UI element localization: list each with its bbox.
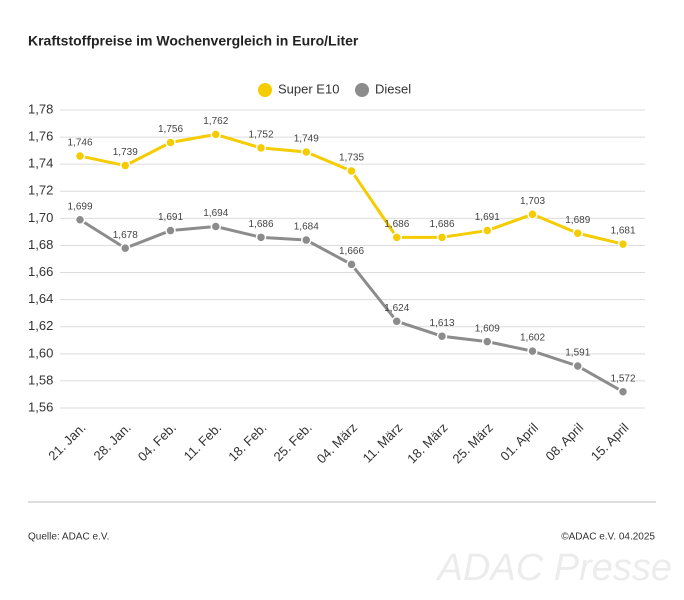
x-tick-label: 01. April — [497, 420, 541, 464]
point — [301, 234, 312, 246]
legend-label: Super E10 — [278, 81, 339, 96]
value-label: 1,703 — [520, 196, 545, 207]
value-label: 1,691 — [158, 212, 183, 223]
value-label: 1,762 — [203, 116, 228, 127]
series-line — [79, 132, 624, 246]
y-tick-label: 1,78 — [28, 101, 53, 116]
x-tick-label: 18. Feb. — [225, 420, 269, 464]
value-label: 1,684 — [294, 222, 319, 233]
x-tick-label: 11. Feb. — [181, 420, 225, 464]
value-label: 1,756 — [158, 124, 183, 135]
value-label: 1,624 — [384, 303, 409, 314]
y-tick-label: 1,56 — [28, 399, 53, 414]
value-label: 1,602 — [520, 333, 545, 344]
watermark: ADAC Presse — [436, 547, 672, 589]
value-label: 1,689 — [565, 215, 590, 226]
legend-marker — [258, 83, 272, 97]
value-label: 1,686 — [248, 219, 273, 230]
x-tick-label: 11. März — [360, 420, 406, 466]
x-tick-label: 25. März — [449, 420, 495, 466]
point — [572, 228, 583, 239]
point — [210, 221, 221, 232]
point — [165, 225, 176, 236]
x-tick-label: 28. Jan. — [90, 420, 133, 463]
point — [617, 386, 629, 397]
y-tick-label: 1,60 — [28, 345, 53, 360]
value-label: 1,691 — [475, 212, 500, 223]
chart-title: Kraftstoffpreise im Wochenvergleich in E… — [28, 33, 359, 49]
point — [527, 209, 538, 220]
point — [210, 129, 221, 140]
legend-marker — [355, 83, 369, 97]
point — [436, 232, 448, 243]
x-tick-label: 04. März — [314, 420, 360, 466]
point — [617, 238, 629, 250]
value-label: 1,572 — [610, 373, 635, 384]
point — [391, 232, 402, 243]
y-tick-label: 1,76 — [28, 129, 53, 144]
point — [120, 160, 131, 171]
point — [120, 242, 131, 254]
value-label: 1,591 — [565, 348, 590, 359]
point — [74, 214, 86, 225]
point — [572, 360, 583, 372]
value-label: 1,739 — [113, 147, 138, 158]
y-tick-label: 1,62 — [28, 318, 53, 333]
legend-label: Diesel — [375, 81, 411, 96]
source: Quelle: ADAC e.V. — [28, 532, 109, 543]
value-label: 1,699 — [67, 201, 92, 212]
point — [482, 336, 493, 347]
value-label: 1,666 — [339, 246, 364, 257]
y-tick-label: 1,58 — [28, 372, 53, 387]
value-label: 1,694 — [203, 208, 228, 219]
value-label: 1,678 — [113, 230, 138, 241]
value-label: 1,613 — [429, 318, 454, 329]
y-tick-label: 1,68 — [28, 237, 53, 252]
point — [482, 225, 493, 236]
point — [255, 142, 267, 154]
point — [255, 232, 267, 243]
value-label: 1,681 — [610, 226, 635, 237]
point — [301, 146, 312, 158]
point — [74, 150, 86, 162]
y-tick-label: 1,64 — [28, 291, 53, 306]
x-tick-label: 21. Jan. — [45, 420, 88, 463]
value-label: 1,735 — [339, 153, 364, 164]
x-tick-label: 15. April — [588, 420, 632, 464]
x-tick-label: 08. April — [542, 420, 586, 464]
point — [346, 165, 357, 177]
point — [391, 316, 402, 327]
value-label: 1,609 — [475, 323, 500, 334]
value-label: 1,686 — [384, 219, 409, 230]
x-tick-label: 18. März — [404, 420, 450, 466]
point — [436, 330, 448, 342]
y-tick-label: 1,74 — [28, 156, 53, 171]
point — [165, 137, 176, 148]
copyright: ©ADAC e.V. 04.2025 — [561, 532, 655, 543]
value-label: 1,686 — [429, 219, 454, 230]
value-label: 1,746 — [67, 138, 92, 149]
y-tick-label: 1,72 — [28, 183, 53, 198]
x-tick-label: 25. Feb. — [270, 420, 314, 464]
point — [527, 345, 538, 357]
value-label: 1,752 — [248, 130, 273, 141]
y-tick-label: 1,66 — [28, 264, 53, 279]
x-tick-label: 04. Feb. — [135, 420, 179, 464]
y-tick-label: 1,70 — [28, 210, 53, 225]
value-label: 1,749 — [294, 134, 319, 145]
point — [346, 259, 357, 270]
